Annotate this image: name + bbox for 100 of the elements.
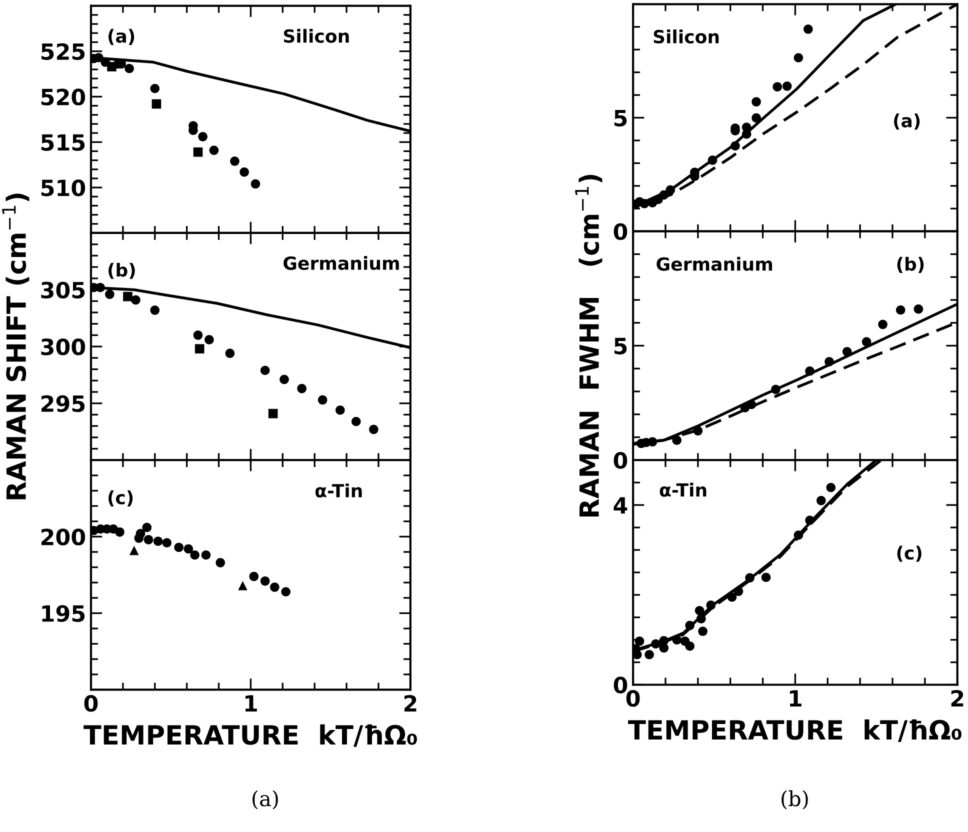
point [194, 344, 204, 354]
point [640, 198, 650, 208]
point [727, 592, 737, 602]
point [771, 384, 780, 394]
x-tick-label: 2 [404, 694, 416, 712]
point [94, 52, 104, 62]
point [250, 179, 260, 189]
point [826, 482, 836, 492]
point [96, 282, 105, 292]
point [216, 558, 226, 568]
y-axis-title: RAMAN SHIFT (cm$^{−1}$) [2, 194, 30, 500]
point [335, 405, 345, 415]
annotation: Germanium [284, 256, 399, 270]
point [198, 132, 208, 142]
x-axis-title: TEMPERATURE kT/ħΩ₀ [84, 724, 417, 747]
annotation: α-Tin [315, 484, 362, 498]
point [204, 335, 214, 344]
point [201, 550, 211, 560]
point [209, 146, 219, 155]
y-tick-label: 515 [41, 134, 85, 151]
point [648, 437, 658, 446]
point [805, 366, 814, 376]
point [672, 635, 682, 644]
annotation: Germanium [656, 256, 772, 271]
annotation: (a) [108, 28, 134, 45]
point [745, 573, 754, 582]
point [150, 306, 160, 315]
point [280, 374, 289, 384]
point [193, 147, 203, 157]
point [123, 292, 132, 302]
point [150, 84, 160, 94]
text: (b) [782, 790, 808, 810]
point [742, 129, 752, 139]
point [746, 400, 756, 410]
point [193, 330, 203, 340]
y-tick-label: 5 [614, 110, 627, 126]
y-tick-label: 0 [614, 676, 628, 694]
y-tick-label: 525 [41, 43, 85, 60]
y-tick-label: 200 [42, 528, 86, 546]
point [268, 408, 278, 418]
x-tick-label: 0 [626, 690, 640, 707]
point [225, 348, 235, 358]
point [706, 600, 716, 610]
point [694, 606, 704, 616]
point [297, 384, 306, 394]
y-tick-label: 305 [41, 282, 85, 299]
point [842, 346, 852, 356]
point [805, 516, 814, 525]
point [107, 62, 116, 72]
point [144, 535, 154, 544]
annotation: (b) [108, 262, 135, 279]
text: (a) [252, 790, 278, 810]
annotation: α-Tin [660, 482, 706, 497]
point [281, 587, 291, 596]
point [914, 304, 924, 314]
point [696, 614, 706, 624]
point [772, 82, 782, 92]
point [659, 190, 669, 200]
point [666, 185, 676, 195]
x-tick-label: 0 [84, 694, 98, 712]
annotation: Silicon [284, 28, 349, 43]
point [115, 527, 124, 537]
point [131, 295, 140, 305]
y-tick-label: 0 [614, 452, 628, 469]
point [634, 636, 644, 646]
point [698, 626, 708, 636]
point [260, 576, 270, 586]
point [124, 64, 134, 74]
y-tick-label: 510 [41, 179, 86, 196]
point [794, 530, 804, 540]
annotation: (b) [897, 256, 924, 273]
point [761, 572, 771, 582]
point [190, 550, 200, 560]
point [142, 522, 152, 532]
point [238, 580, 248, 590]
point [644, 650, 654, 660]
point [896, 305, 906, 315]
point [693, 426, 703, 436]
point [351, 416, 361, 426]
point [816, 496, 826, 506]
point [734, 586, 744, 596]
point [804, 24, 813, 34]
point [249, 572, 259, 582]
point [752, 97, 761, 106]
annotation: (a) [894, 114, 920, 130]
point [824, 357, 834, 366]
y-tick-label: 520 [41, 88, 86, 106]
annotation: Silicon [654, 29, 719, 44]
point [105, 290, 114, 299]
point [782, 82, 792, 91]
point [174, 542, 184, 552]
point [230, 156, 240, 166]
x-tick-label: 1 [245, 695, 257, 712]
x-tick-label: 1 [790, 690, 802, 706]
annotation: (c) [897, 546, 922, 562]
point [685, 641, 694, 651]
point [318, 395, 328, 405]
point [129, 546, 139, 556]
point [672, 436, 682, 445]
point [794, 53, 804, 62]
